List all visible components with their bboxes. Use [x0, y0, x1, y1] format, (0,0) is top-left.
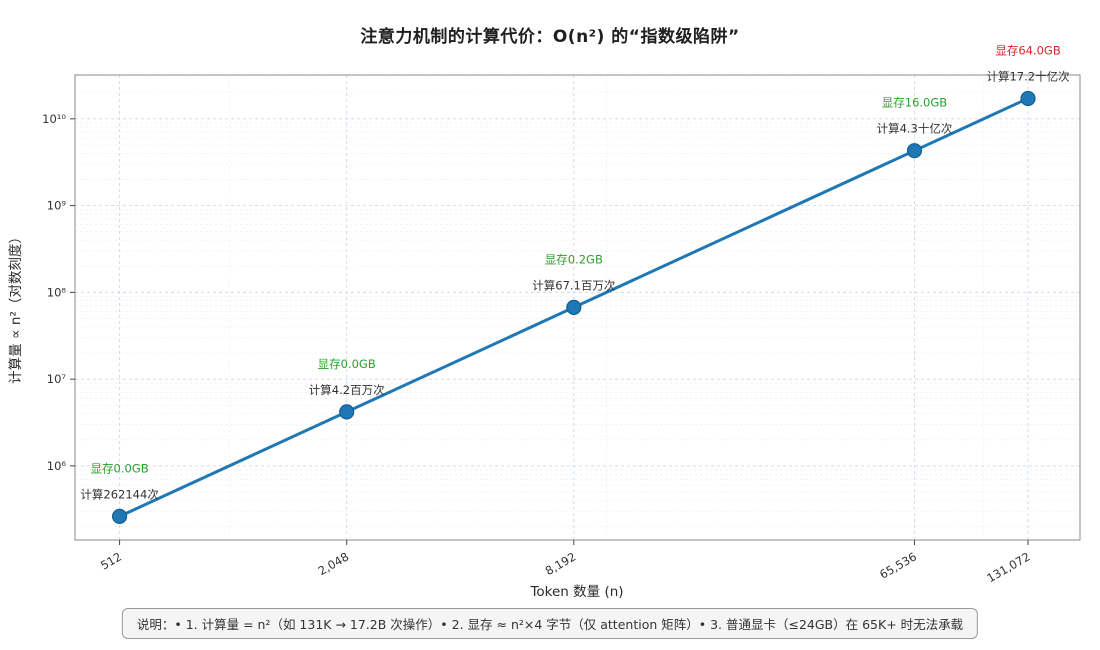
- x-tick-label: 8,192: [543, 549, 579, 578]
- data-point: [906, 143, 923, 159]
- plot-frame: [74, 74, 1081, 541]
- memory-annotation: 显存0.0GB: [318, 357, 376, 371]
- y-tick-label: 10⁸: [47, 285, 67, 299]
- compute-annotation: 计算4.3十亿次: [877, 122, 953, 136]
- x-tick-label: 131,072: [984, 549, 1032, 585]
- y-tick-label: 10⁶: [47, 459, 67, 473]
- compute-annotation: 计算4.2百万次: [309, 383, 385, 397]
- y-tick-label: 10⁷: [47, 372, 67, 386]
- x-tick-label: 512: [98, 549, 124, 572]
- x-tick-label: 65,536: [877, 549, 919, 581]
- memory-annotation: 显存64.0GB: [995, 43, 1061, 57]
- compute-annotation: 计算67.1百万次: [532, 278, 616, 292]
- memory-annotation: 显存0.2GB: [545, 252, 603, 266]
- memory-annotation: 显存16.0GB: [882, 96, 948, 110]
- footer-note: 说明：• 1. 计算量 = n²（如 131K → 17.2B 次操作）• 2.…: [121, 608, 979, 639]
- x-axis-label: Token 数量 (n): [529, 584, 623, 600]
- data-point: [339, 404, 355, 420]
- data-point: [1020, 90, 1036, 107]
- y-tick-label: 10¹⁰: [42, 112, 66, 126]
- chart-canvas: Token 数量 (n) 计算量 ∝ n²（对数刻度） 512 2,048 8,19…: [8, 43, 1081, 600]
- y-tick-label: 10⁹: [47, 199, 67, 213]
- compute-annotation: 计算17.2十亿次: [986, 69, 1070, 83]
- y-axis-label: 计算量 ∝ n²（对数刻度）: [8, 230, 24, 384]
- x-tick-label: 2,048: [316, 549, 352, 578]
- compute-annotation: 计算262144次: [80, 487, 159, 501]
- data-point: [111, 508, 128, 524]
- memory-annotation: 显存0.0GB: [91, 461, 149, 475]
- data-point: [566, 299, 582, 316]
